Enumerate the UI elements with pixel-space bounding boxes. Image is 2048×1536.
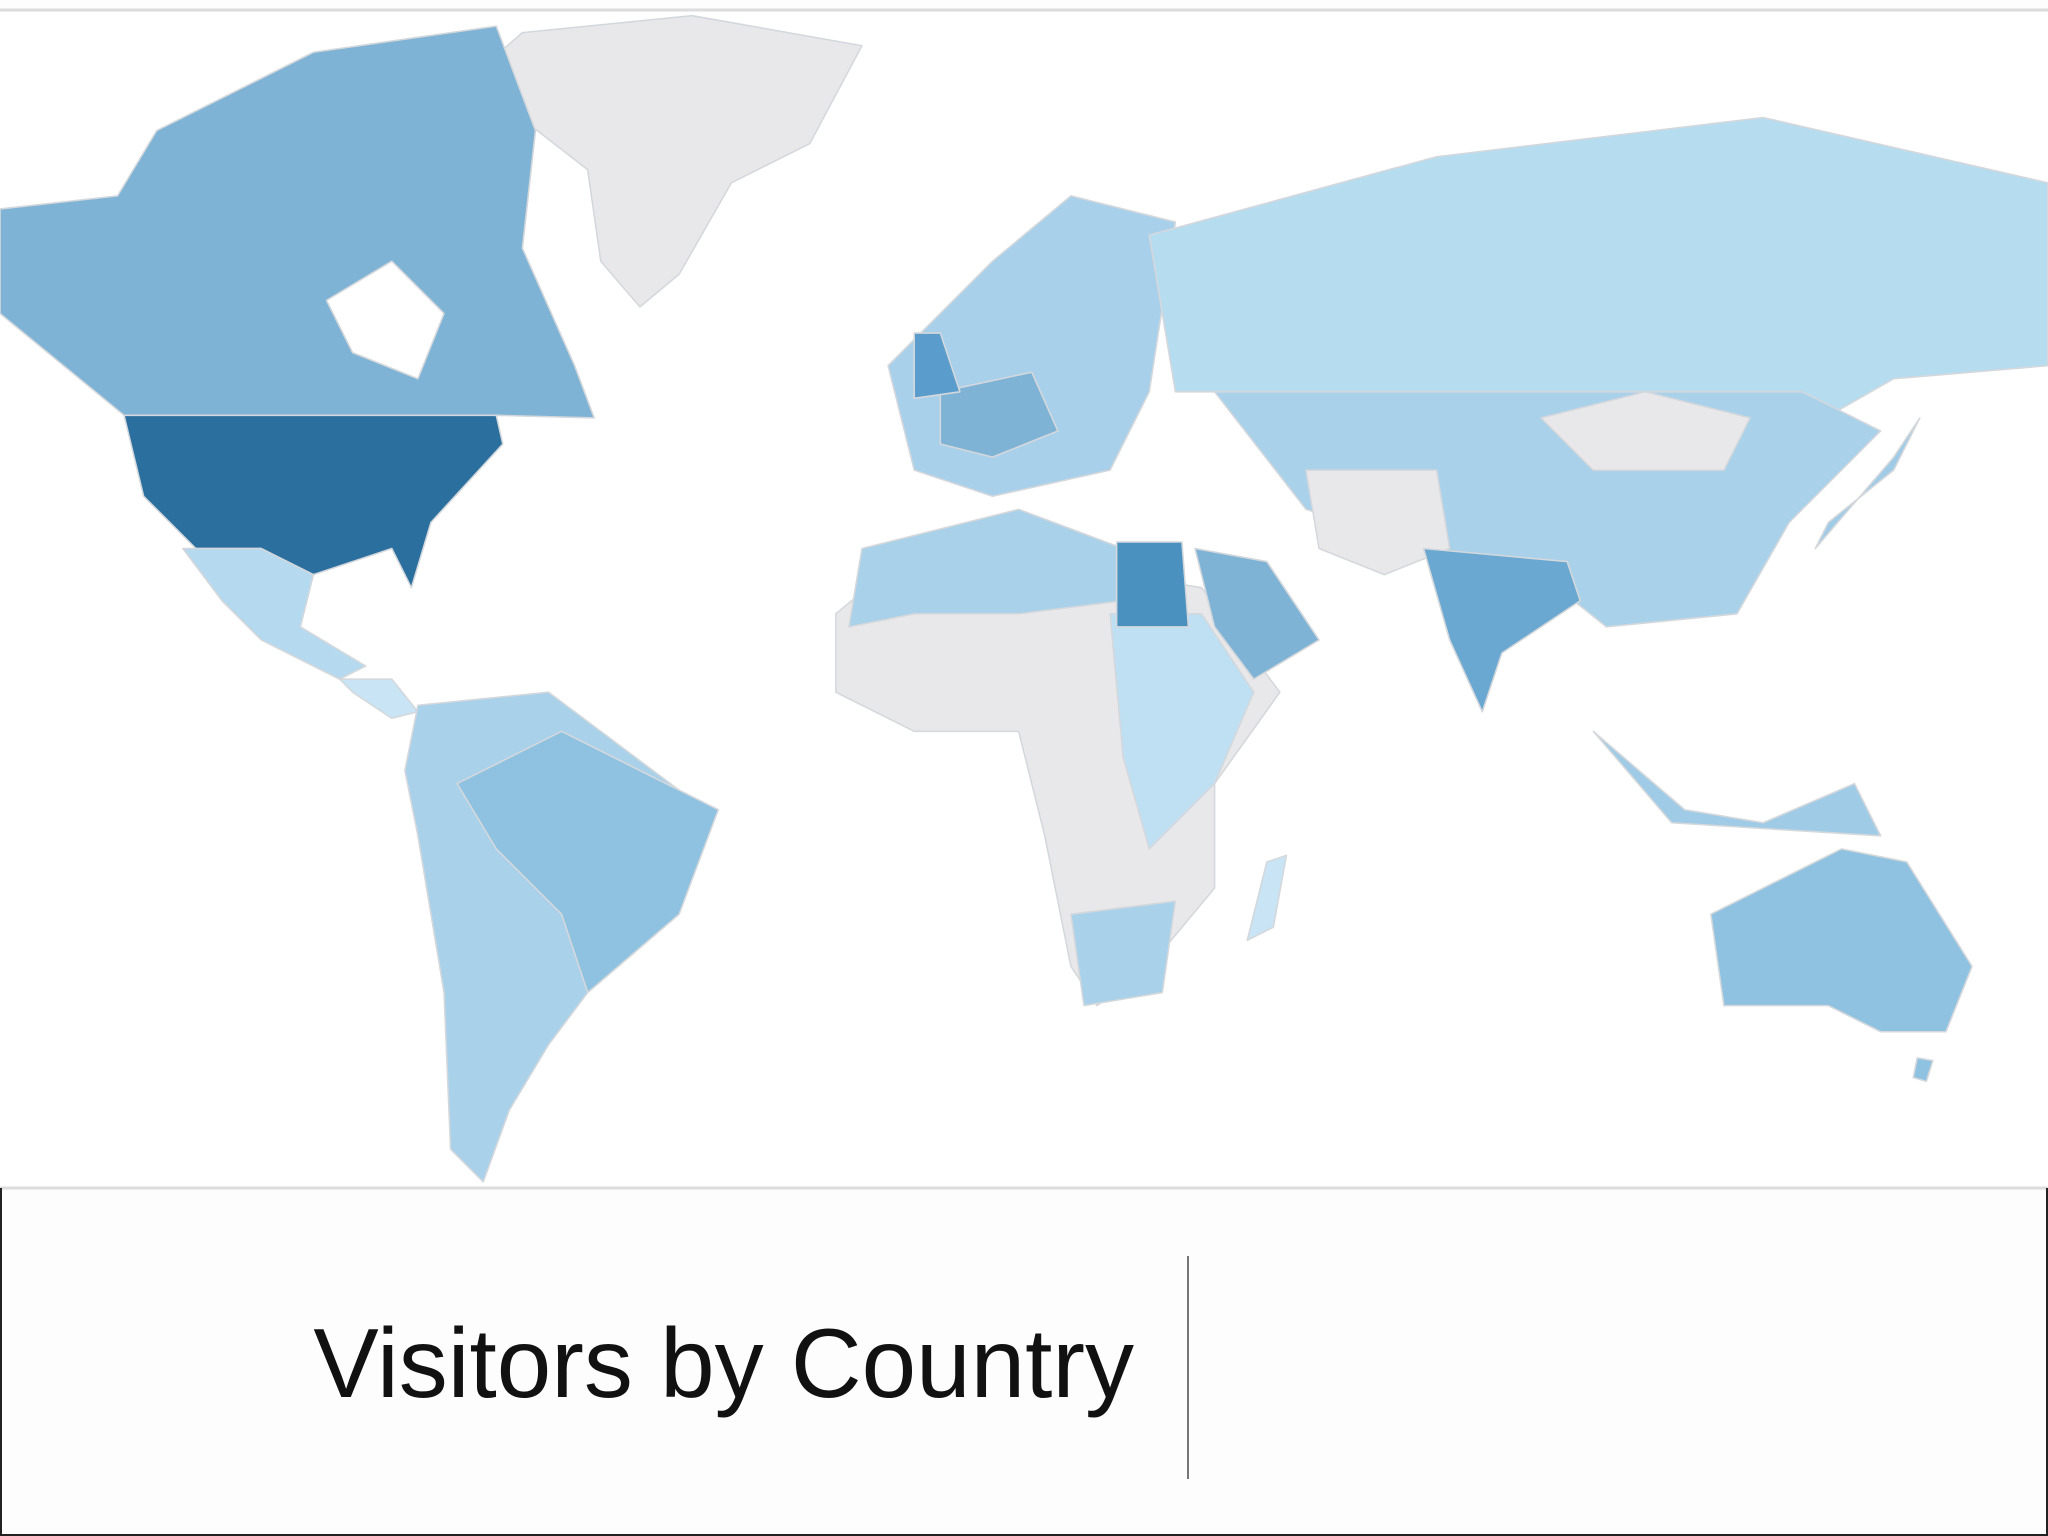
united-kingdom <box>913 332 961 400</box>
australia <box>1710 848 1973 1033</box>
saudi-arabia <box>1194 547 1320 680</box>
south-africa <box>1070 900 1177 1007</box>
egypt <box>1115 541 1190 628</box>
mongolia <box>1540 391 1751 471</box>
madagascar <box>1246 854 1288 942</box>
east-africa <box>1109 613 1255 850</box>
hudson-bay <box>325 260 445 380</box>
central-america <box>338 678 419 720</box>
world-map <box>0 14 2048 1183</box>
mexico <box>182 547 367 680</box>
brazil <box>456 730 720 994</box>
middle-east <box>1305 469 1451 576</box>
india <box>1422 547 1582 713</box>
southeast-asia <box>1592 730 1882 837</box>
north-africa <box>848 508 1124 628</box>
germany-france <box>939 371 1059 458</box>
japan <box>1814 417 1921 550</box>
greenland <box>469 14 863 308</box>
united-states <box>123 414 504 589</box>
slide-title: Visitors by Country <box>313 1308 1134 1418</box>
new-zealand <box>1912 1057 1934 1083</box>
